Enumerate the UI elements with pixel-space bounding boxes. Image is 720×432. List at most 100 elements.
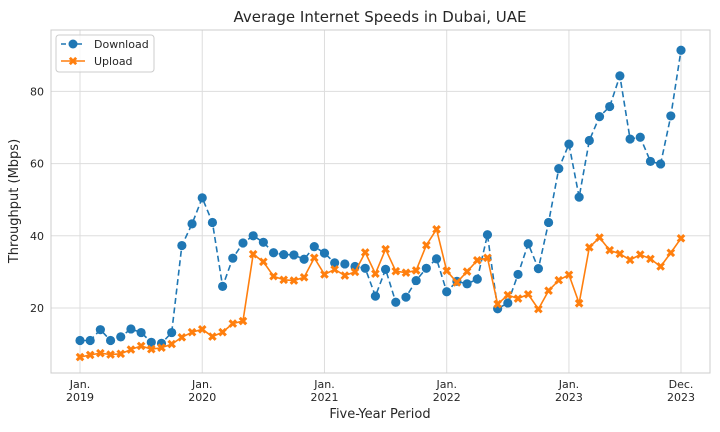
download-point: [503, 298, 513, 308]
upload-point: [85, 350, 95, 360]
download-point: [645, 156, 656, 167]
upload-point: [146, 344, 156, 354]
upload-point: [401, 268, 411, 277]
upload-point: [167, 339, 176, 349]
upload-point: [299, 273, 309, 282]
legend-download-label: Download: [94, 38, 149, 51]
upload-point: [228, 319, 238, 328]
download-point: [187, 219, 197, 229]
upload-point: [197, 324, 207, 334]
upload-point: [574, 299, 584, 308]
y-tick-label: 20: [30, 302, 44, 315]
legend-download-marker: [68, 39, 78, 49]
series-layer: [75, 45, 686, 362]
y-tick-label: 80: [30, 85, 44, 98]
upload-point: [75, 352, 85, 362]
download-point: [136, 327, 146, 338]
upload-point: [320, 270, 329, 279]
tick-labels: 20406080Jan.2019Jan.2020Jan.2021Jan.2022…: [30, 85, 695, 404]
download-point: [421, 263, 431, 273]
upload-point: [381, 244, 390, 254]
upload-point: [442, 266, 452, 276]
upload-point: [208, 332, 217, 341]
upload-point: [360, 248, 370, 257]
upload-point: [523, 289, 533, 299]
download-point: [380, 264, 391, 274]
download-point: [146, 337, 156, 347]
download-point: [584, 135, 594, 146]
plot-area-frame: [50, 29, 711, 374]
download-point: [656, 159, 666, 169]
upload-point: [309, 253, 319, 263]
download-point: [615, 71, 625, 81]
upload-point: [564, 270, 574, 280]
upload-point: [279, 275, 289, 285]
download-point: [523, 239, 533, 249]
upload-point: [248, 249, 258, 259]
y-tick-label: 60: [30, 158, 44, 171]
download-point: [105, 335, 116, 346]
grid: [51, 30, 710, 373]
download-point: [401, 292, 411, 302]
upload-point: [513, 294, 523, 303]
upload-point: [106, 350, 115, 359]
x-tick-label-year: 2023: [667, 391, 695, 404]
upload-point: [503, 290, 513, 300]
download-point: [676, 45, 686, 55]
download-point: [299, 254, 309, 264]
legend-upload-marker: [68, 56, 78, 66]
download-point: [340, 259, 350, 269]
download-point: [513, 269, 523, 280]
legend: Download Upload: [55, 34, 155, 73]
download-point: [472, 274, 482, 284]
download-point: [207, 217, 218, 228]
download-point: [564, 139, 574, 149]
upload-point: [646, 254, 655, 264]
download-point: [279, 249, 289, 260]
upload-point: [350, 267, 360, 277]
upload-point: [544, 286, 553, 295]
upload-point: [676, 234, 686, 243]
x-tick-label-month: Jan.: [313, 378, 334, 391]
download-point: [85, 335, 95, 346]
upload-point: [136, 341, 146, 351]
upload-point: [340, 271, 350, 280]
upload-point: [411, 266, 421, 275]
download-point: [309, 242, 319, 252]
upload-point: [472, 256, 482, 265]
upload-point: [157, 343, 166, 353]
x-tick-label-year: 2019: [66, 391, 94, 404]
download-point: [482, 230, 493, 240]
upload-point: [452, 278, 462, 287]
x-tick-label-month: Jan.: [69, 378, 90, 391]
upload-point: [483, 253, 492, 263]
download-point: [289, 250, 299, 260]
x-tick-label-month: Jan.: [191, 378, 212, 391]
download-point: [75, 335, 85, 346]
download-point: [370, 291, 381, 301]
download-point: [625, 134, 635, 144]
x-tick-label-year: 2022: [433, 391, 461, 404]
download-point: [666, 111, 676, 121]
upload-point: [625, 255, 635, 265]
download-point: [533, 264, 543, 274]
upload-point: [330, 265, 339, 274]
upload-point: [432, 224, 441, 234]
upload-point: [422, 240, 431, 250]
download-point: [218, 281, 228, 291]
download-point: [605, 101, 615, 112]
download-point: [360, 263, 370, 273]
download-point: [238, 238, 248, 248]
download-point: [248, 231, 258, 241]
download-point: [431, 254, 442, 264]
download-point: [268, 248, 279, 258]
download-point: [197, 193, 207, 203]
download-point: [126, 324, 136, 334]
upload-point: [96, 348, 105, 358]
upload-point: [177, 332, 187, 342]
download-point: [411, 275, 421, 286]
upload-point: [554, 275, 564, 285]
upload-point: [218, 327, 227, 337]
upload-point: [585, 243, 594, 252]
